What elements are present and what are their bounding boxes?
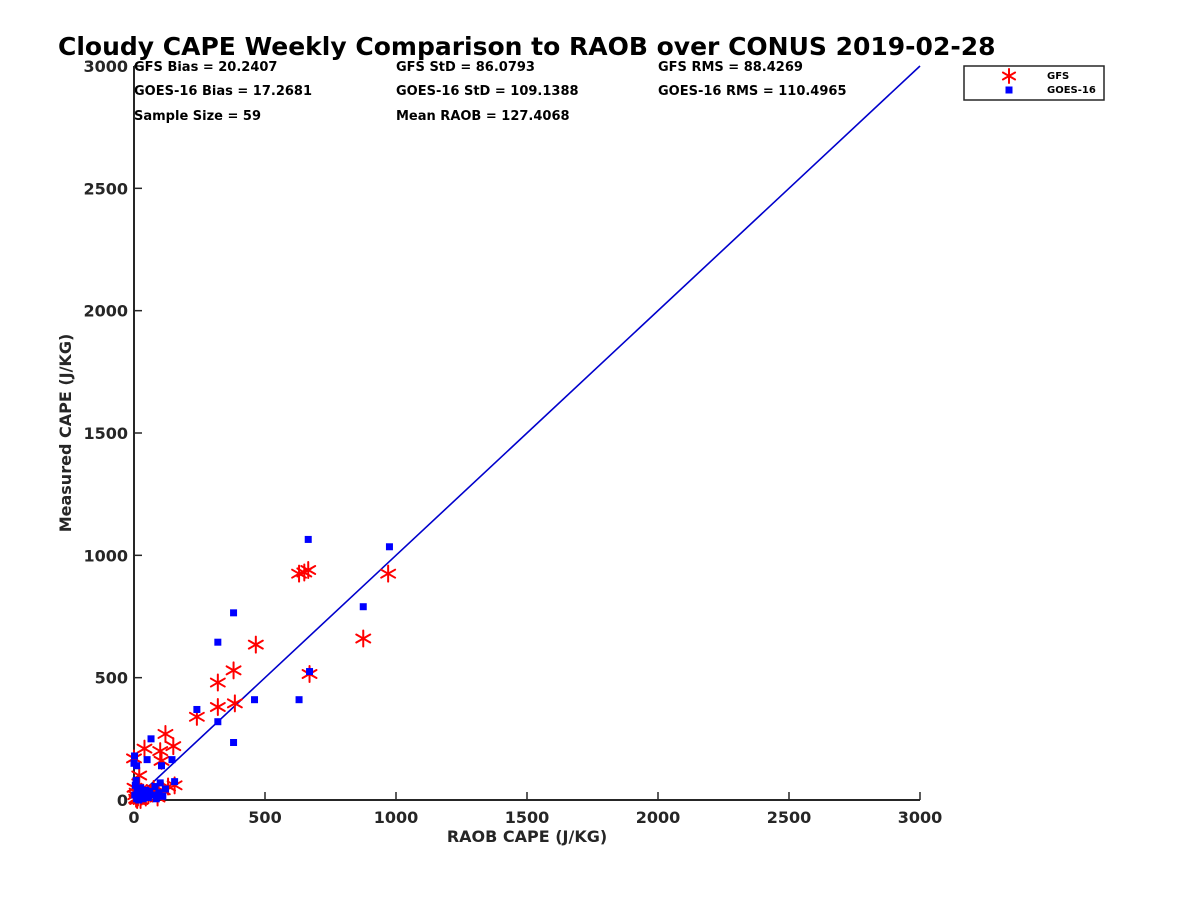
gfs-point [380, 564, 397, 583]
goes-16-point [142, 786, 150, 794]
x-tick-label: 1000 [374, 808, 419, 827]
gfs-series [126, 561, 397, 809]
y-axis-label: Measured CAPE (J/KG) [56, 334, 75, 533]
goes-16-point [131, 752, 139, 760]
y-tick-label: 0 [117, 791, 128, 810]
goes-16-point [306, 668, 314, 676]
gfs-std-text: GFS StD = 86.0793 [396, 60, 535, 75]
legend: GFS GOES-16 [963, 65, 1105, 101]
gfs-point [225, 661, 242, 680]
gfs-point [136, 739, 153, 758]
gfs-point [300, 561, 317, 580]
y-tick-label: 1500 [83, 424, 128, 443]
goes-16-point [140, 792, 148, 800]
mean-raob-text: Mean RAOB = 127.4068 [396, 109, 570, 124]
goes-16-bias-text: GOES-16 Bias = 17.2681 [134, 84, 312, 99]
chart-title: Cloudy CAPE Weekly Comparison to RAOB ov… [58, 32, 996, 61]
goes-16-point [132, 776, 140, 784]
goes-16-point [304, 535, 312, 543]
goes-16-point [135, 794, 143, 802]
goes-16-point [251, 696, 259, 704]
x-tick-label: 2500 [767, 808, 812, 827]
gfs-point [165, 737, 182, 756]
x-tick-label: 2000 [636, 808, 681, 827]
goes-16-point [131, 781, 139, 789]
goes-16-point [158, 762, 166, 770]
goes-16-point [359, 603, 367, 611]
legend-goes-16-label: GOES-16 [1047, 85, 1096, 96]
y-tick-label: 500 [95, 669, 128, 688]
one-to-one-reference-line [133, 65, 921, 801]
legend-gfs-marker [1001, 68, 1017, 84]
goes-16-point [214, 718, 222, 726]
goes-16-point [159, 792, 167, 800]
goes-16-point [230, 609, 238, 617]
gfs-bias-text: GFS Bias = 20.2407 [134, 60, 277, 75]
goes-16-std-text: GOES-16 StD = 109.1388 [396, 84, 579, 99]
goes-16-point [168, 756, 176, 764]
y-tick-label: 1000 [83, 546, 128, 565]
goes-16-point [151, 783, 159, 791]
goes-16-point [155, 789, 163, 797]
gfs-point [152, 742, 169, 761]
y-axis-ticks: 0 500 1000 1500 2000 2500 3000 [83, 57, 142, 810]
goes-16-point [146, 787, 154, 795]
goes-16-point [385, 543, 393, 551]
gfs-rms-text: GFS RMS = 88.4269 [658, 60, 803, 75]
gfs-point [209, 698, 226, 717]
goes-16-point [137, 784, 145, 792]
goes-16-point [171, 778, 179, 786]
x-axis-ticks: 0 500 1000 1500 2000 2500 3000 [128, 792, 942, 827]
y-tick-label: 3000 [83, 57, 128, 76]
gfs-point [157, 724, 174, 743]
x-axis-label: RAOB CAPE (J/KG) [447, 827, 607, 846]
x-tick-label: 0 [128, 808, 139, 827]
x-tick-label: 1500 [505, 808, 550, 827]
goes-16-point [133, 762, 141, 770]
goes-16-point [143, 756, 151, 764]
goes-16-point [230, 739, 238, 747]
goes-16-point [214, 638, 222, 646]
legend-goes-16-square [1005, 86, 1013, 94]
y-tick-label: 2500 [83, 179, 128, 198]
legend-goes-16-marker [1005, 86, 1013, 94]
goes-16-rms-text: GOES-16 RMS = 110.4965 [658, 84, 847, 99]
goes-16-point [193, 705, 201, 713]
goes-16-point [147, 735, 155, 743]
goes-16-point [150, 791, 158, 799]
goes-16-point [295, 696, 303, 704]
goes-16-point [134, 789, 142, 797]
y-tick-label: 2000 [83, 302, 128, 321]
goes-16-point [152, 795, 160, 803]
gfs-point [247, 635, 264, 654]
x-tick-label: 500 [248, 808, 281, 827]
gfs-point [226, 694, 243, 713]
gfs-point [355, 629, 372, 648]
goes-16-series [130, 535, 393, 804]
legend-gfs-asterisk [1001, 68, 1017, 84]
goes-16-point [156, 779, 164, 787]
gfs-point [209, 673, 226, 692]
x-tick-label: 3000 [898, 808, 943, 827]
goes-16-point [161, 785, 169, 793]
legend-box [963, 65, 1105, 101]
sample-size-text: Sample Size = 59 [134, 109, 261, 124]
goes-16-point [144, 794, 152, 802]
legend-gfs-label: GFS [1047, 71, 1069, 82]
